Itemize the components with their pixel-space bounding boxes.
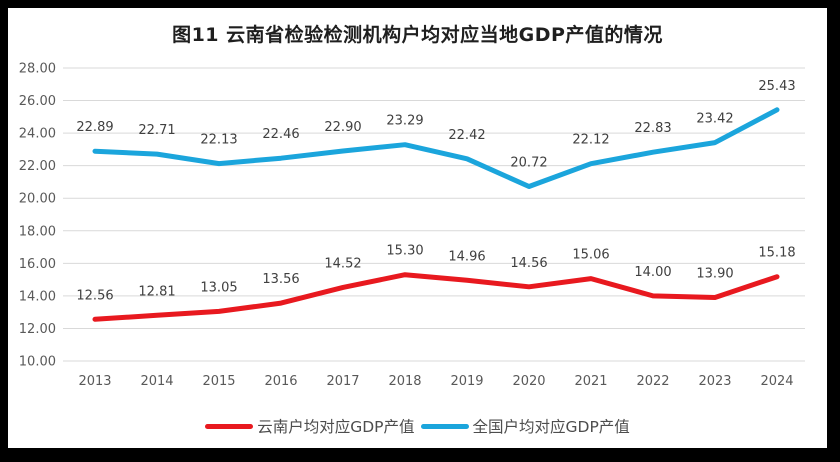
data-label: 22.83 (634, 121, 671, 136)
data-label: 12.81 (138, 284, 175, 299)
legend-label: 全国户均对应GDP产值 (472, 418, 630, 436)
y-axis-tick-label: 28.00 (19, 62, 56, 77)
data-label: 13.56 (262, 272, 299, 287)
line-chart-plot-area: 10.00 12.00 14.00 16.00 18.00 20.00 22.00 24.00… (19, 62, 805, 389)
y-axis-tick-label: 14.00 (19, 289, 56, 304)
x-axis-tick-label: 2023 (698, 374, 731, 389)
data-label: 15.18 (758, 246, 795, 261)
chart-card: 图11 云南省检验检测机构户均对应当地GDP产值的情况 10.00 12.00 14… (8, 8, 827, 448)
y-axis-tick-label: 26.00 (19, 94, 56, 109)
x-axis-tick-label: 2013 (78, 374, 111, 389)
data-label: 22.71 (138, 123, 175, 138)
x-axis-tick-label: 2018 (388, 374, 421, 389)
x-axis-tick-label: 2024 (760, 374, 793, 389)
x-axis-tick-label: 2022 (636, 374, 669, 389)
data-label: 22.13 (200, 133, 237, 148)
chart-title: 图11 云南省检验检测机构户均对应当地GDP产值的情况 (172, 24, 663, 46)
x-axis-tick-label: 2014 (140, 374, 173, 389)
data-label: 20.72 (510, 156, 547, 171)
x-axis-tick-label: 2021 (574, 374, 607, 389)
data-label: 22.46 (262, 127, 299, 142)
legend-swatch-icon (420, 423, 469, 429)
data-label: 22.42 (448, 128, 485, 143)
data-label: 22.89 (76, 120, 113, 135)
data-label: 15.06 (572, 248, 609, 263)
data-label: 13.90 (696, 267, 733, 282)
x-axis-tick-label: 2015 (202, 374, 235, 389)
data-label: 23.42 (696, 112, 733, 127)
data-label: 14.96 (448, 249, 485, 264)
x-axis-tick-label: 2020 (512, 374, 545, 389)
data-label: 13.05 (200, 280, 237, 295)
legend-label: 云南户均对应GDP产值 (257, 418, 415, 436)
x-axis-tick-label: 2017 (326, 374, 359, 389)
y-axis-tick-label: 10.00 (19, 355, 56, 370)
legend-swatch-icon (205, 423, 254, 429)
chart-legend: 云南户均对应GDP产值 全国户均对应GDP产值 (8, 415, 827, 437)
data-label: 14.00 (634, 265, 671, 280)
data-label: 15.30 (386, 244, 423, 259)
data-label: 22.90 (324, 120, 361, 135)
y-axis-tick-label: 24.00 (19, 127, 56, 142)
y-axis-tick-label: 20.00 (19, 192, 56, 207)
data-label: 14.52 (324, 256, 361, 271)
y-axis-tick-label: 18.00 (19, 224, 56, 239)
legend-item-0: 云南户均对应GDP产值 (205, 415, 415, 437)
data-label: 23.29 (386, 114, 423, 129)
legend-item-1: 全国户均对应GDP产值 (420, 415, 630, 437)
series-line-1 (92, 107, 780, 189)
data-label: 25.43 (758, 79, 795, 94)
data-label: 14.56 (510, 256, 547, 271)
y-axis-tick-label: 12.00 (19, 322, 56, 337)
series-line-0 (92, 272, 780, 322)
data-label: 12.56 (76, 288, 113, 303)
y-axis-tick-label: 22.00 (19, 159, 56, 174)
x-axis-tick-label: 2019 (450, 374, 483, 389)
data-label: 22.12 (572, 133, 609, 148)
y-axis-tick-label: 16.00 (19, 257, 56, 272)
x-axis-tick-label: 2016 (264, 374, 297, 389)
